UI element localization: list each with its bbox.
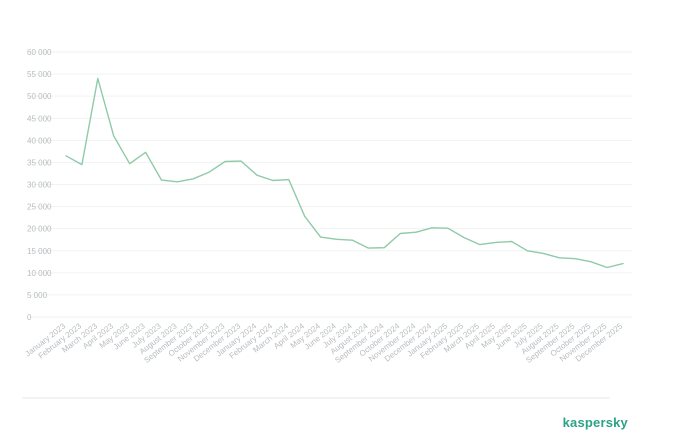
- y-tick-label: 10 000: [27, 269, 52, 278]
- y-tick-label: 50 000: [27, 92, 52, 101]
- series-line: [65, 77, 624, 269]
- y-tick-label: 35 000: [27, 158, 52, 167]
- grid-lines: [30, 51, 632, 318]
- y-tick-label: 40 000: [27, 136, 52, 145]
- y-tick-label: 25 000: [27, 203, 52, 212]
- y-tick-label: 30 000: [27, 181, 52, 190]
- y-tick-label: 5 000: [27, 291, 48, 300]
- y-tick-label: 15 000: [27, 247, 52, 256]
- y-tick-label: 55 000: [27, 70, 52, 79]
- y-tick-label: 60 000: [27, 48, 52, 57]
- kaspersky-logo: kaspersky: [563, 415, 629, 430]
- y-tick-label: 0: [27, 313, 32, 322]
- y-axis-tick-labels: 0 5 000 10 000 15 000 20 000 25 000 30 000 35 0…: [27, 48, 52, 322]
- y-tick-label: 45 000: [27, 114, 52, 123]
- y-tick-label: 20 000: [27, 225, 52, 234]
